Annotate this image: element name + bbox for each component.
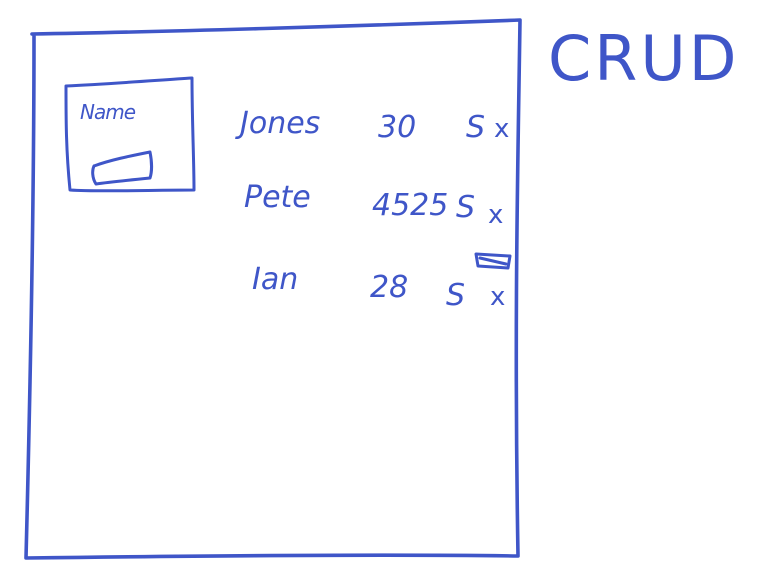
window-frame xyxy=(24,18,522,560)
form-box xyxy=(64,76,196,193)
edit-marker xyxy=(474,252,512,270)
row-1-age: 30 xyxy=(378,110,417,145)
form-name-label: Name xyxy=(80,100,136,124)
row-1-delete-button[interactable]: x xyxy=(494,114,510,144)
name-input[interactable] xyxy=(94,152,152,182)
row-2-name: Pete xyxy=(244,180,311,215)
row-2-delete-button[interactable]: x xyxy=(488,200,504,230)
row-3-age: 28 xyxy=(370,270,409,305)
row-3-sex: S xyxy=(446,278,466,313)
row-2-sex: S xyxy=(456,190,476,225)
row-1-sex: S xyxy=(466,110,486,145)
name-input-sketch xyxy=(91,150,153,186)
row-3-name: Ian xyxy=(252,262,299,297)
page-title: CRUD xyxy=(548,22,740,95)
row-1-name: Jones xyxy=(240,106,321,141)
row-3-delete-button[interactable]: x xyxy=(490,282,506,312)
row-2-age: 4525 xyxy=(372,188,449,223)
